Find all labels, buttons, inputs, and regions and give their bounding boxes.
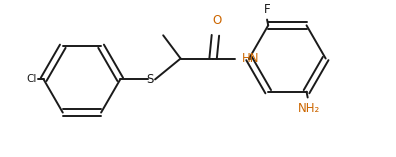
Text: S: S (147, 73, 154, 86)
Text: Cl: Cl (26, 74, 37, 84)
Text: HN: HN (242, 52, 260, 65)
Text: NH₂: NH₂ (298, 102, 320, 115)
Text: O: O (212, 14, 221, 27)
Text: F: F (264, 3, 270, 16)
